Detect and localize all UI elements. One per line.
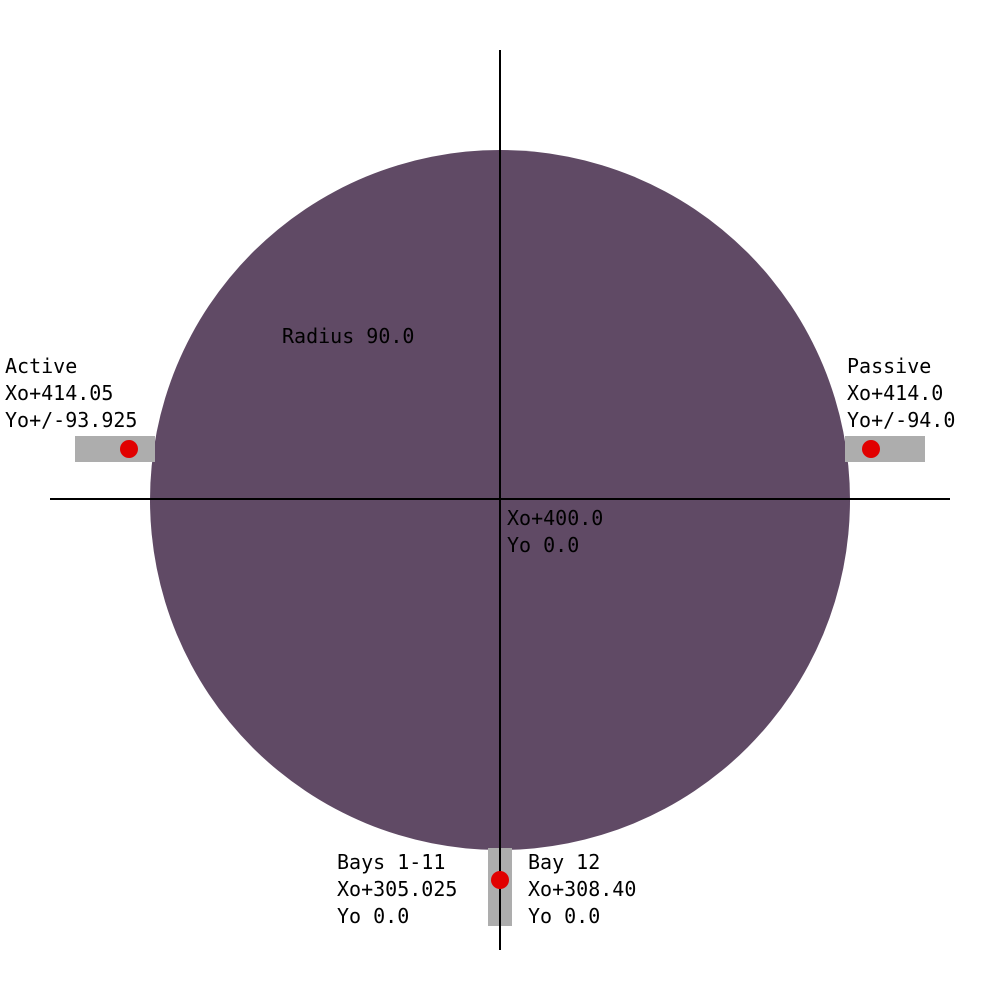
passive-title: Passive bbox=[847, 354, 931, 378]
bay-12-x-label: Xo+308.40 bbox=[528, 877, 636, 901]
bays-1-11-x-label: Xo+305.025 bbox=[337, 877, 457, 901]
passive-bracket bbox=[845, 436, 925, 462]
center-y-label: Yo 0.0 bbox=[507, 533, 579, 557]
passive-y-label: Yo+/-94.0 bbox=[847, 408, 955, 432]
radius-label: Radius 90.0 bbox=[282, 324, 414, 348]
passive-marker bbox=[862, 440, 880, 458]
bays-1-11-y-label: Yo 0.0 bbox=[337, 904, 409, 928]
bay-12-title: Bay 12 bbox=[528, 850, 600, 874]
active-bracket bbox=[75, 436, 155, 462]
bay-marker bbox=[491, 871, 509, 889]
bay-12-y-label: Yo 0.0 bbox=[528, 904, 600, 928]
passive-x-label: Xo+414.0 bbox=[847, 381, 943, 405]
active-title: Active bbox=[5, 354, 77, 378]
active-y-label: Yo+/-93.925 bbox=[5, 408, 137, 432]
active-marker bbox=[120, 440, 138, 458]
center-x-label: Xo+400.0 bbox=[507, 506, 603, 530]
active-x-label: Xo+414.05 bbox=[5, 381, 113, 405]
bays-1-11-title: Bays 1-11 bbox=[337, 850, 445, 874]
